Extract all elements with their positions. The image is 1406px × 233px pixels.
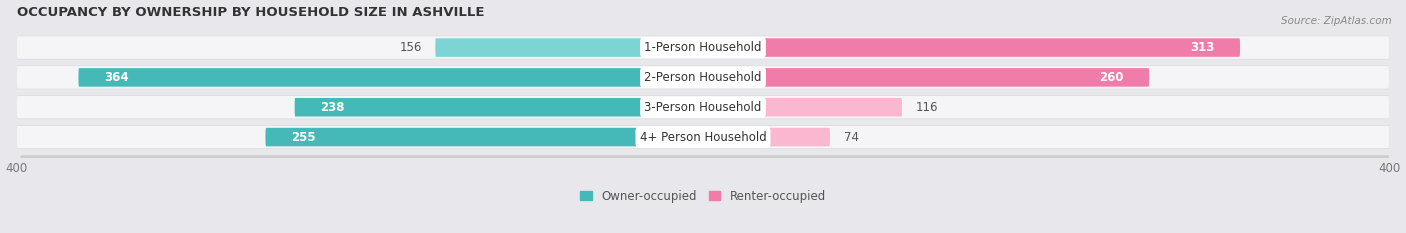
- FancyBboxPatch shape: [703, 98, 903, 116]
- FancyBboxPatch shape: [17, 125, 1389, 149]
- Legend: Owner-occupied, Renter-occupied: Owner-occupied, Renter-occupied: [575, 185, 831, 207]
- Text: 260: 260: [1099, 71, 1123, 84]
- FancyBboxPatch shape: [703, 68, 1149, 87]
- FancyBboxPatch shape: [17, 66, 1389, 89]
- FancyBboxPatch shape: [295, 98, 703, 116]
- Text: OCCUPANCY BY OWNERSHIP BY HOUSEHOLD SIZE IN ASHVILLE: OCCUPANCY BY OWNERSHIP BY HOUSEHOLD SIZE…: [17, 6, 484, 19]
- Text: 116: 116: [915, 101, 938, 114]
- Text: 74: 74: [844, 131, 859, 144]
- FancyBboxPatch shape: [79, 68, 703, 87]
- Text: 255: 255: [291, 131, 316, 144]
- Text: Source: ZipAtlas.com: Source: ZipAtlas.com: [1281, 16, 1392, 26]
- FancyBboxPatch shape: [17, 36, 1389, 59]
- Text: 2-Person Household: 2-Person Household: [644, 71, 762, 84]
- Text: 238: 238: [321, 101, 344, 114]
- FancyBboxPatch shape: [20, 125, 1393, 149]
- Text: 156: 156: [399, 41, 422, 54]
- Text: 313: 313: [1189, 41, 1215, 54]
- Text: 1-Person Household: 1-Person Household: [644, 41, 762, 54]
- FancyBboxPatch shape: [703, 128, 830, 146]
- FancyBboxPatch shape: [20, 155, 1393, 178]
- Text: 364: 364: [104, 71, 129, 84]
- Text: 4+ Person Household: 4+ Person Household: [640, 131, 766, 144]
- FancyBboxPatch shape: [17, 96, 1389, 119]
- FancyBboxPatch shape: [20, 185, 1393, 209]
- FancyBboxPatch shape: [266, 128, 703, 146]
- FancyBboxPatch shape: [20, 96, 1393, 119]
- FancyBboxPatch shape: [436, 38, 703, 57]
- FancyBboxPatch shape: [703, 38, 1240, 57]
- Text: 3-Person Household: 3-Person Household: [644, 101, 762, 114]
